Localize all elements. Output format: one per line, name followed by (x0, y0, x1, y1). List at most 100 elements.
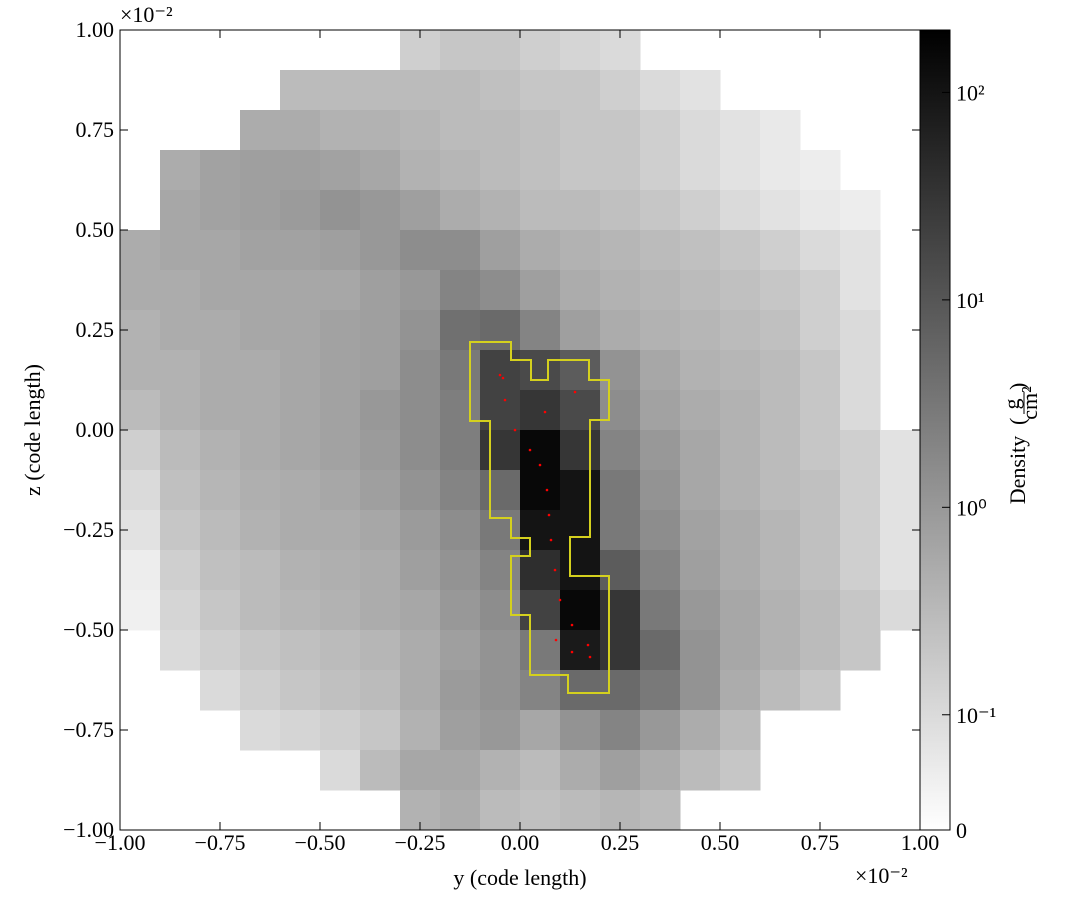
cell (440, 230, 481, 271)
unit-num: g (999, 399, 1024, 410)
cell (480, 670, 521, 711)
cell (720, 750, 761, 791)
cell (440, 630, 481, 671)
cell (840, 390, 881, 431)
cell (480, 230, 521, 271)
cell (600, 110, 641, 151)
y-tick-label: 1.00 (76, 17, 115, 42)
cell (520, 590, 561, 631)
particle (528, 448, 532, 452)
cell (640, 230, 681, 271)
cell (440, 750, 481, 791)
cell (560, 70, 601, 111)
cell (200, 350, 241, 391)
cell (280, 230, 321, 271)
cell (320, 430, 361, 471)
y-tick-label: −0.50 (63, 617, 114, 642)
cell (120, 550, 161, 591)
cell (240, 670, 281, 711)
cell (760, 230, 801, 271)
cell (360, 390, 401, 431)
cell (840, 350, 881, 391)
cell (240, 310, 281, 351)
cell (720, 630, 761, 671)
cell (200, 150, 241, 191)
cell (720, 110, 761, 151)
cell (560, 510, 601, 551)
cell (480, 350, 521, 391)
cell (640, 310, 681, 351)
y-tick-label: 0.50 (76, 217, 115, 242)
cell (320, 630, 361, 671)
cell (160, 590, 201, 631)
cell (720, 390, 761, 431)
cell (720, 550, 761, 591)
cell (560, 270, 601, 311)
cell (800, 590, 841, 631)
cell (520, 110, 561, 151)
cell (520, 270, 561, 311)
cell (480, 390, 521, 431)
cell (240, 230, 281, 271)
cell (320, 270, 361, 311)
cell (160, 430, 201, 471)
cell (560, 670, 601, 711)
cell (760, 390, 801, 431)
cell (800, 190, 841, 231)
cell (360, 630, 401, 671)
cell (560, 750, 601, 791)
cell (720, 510, 761, 551)
cell (840, 190, 881, 231)
cell (240, 470, 281, 511)
cell (520, 470, 561, 511)
cell (680, 350, 721, 391)
cell (760, 630, 801, 671)
cell (200, 550, 241, 591)
particle (513, 428, 517, 432)
cell (440, 270, 481, 311)
cell (840, 230, 881, 271)
cell (440, 710, 481, 751)
x-tick-label: 0.75 (801, 830, 840, 855)
cell (440, 70, 481, 111)
cell (120, 270, 161, 311)
cell (520, 230, 561, 271)
cell (560, 630, 601, 671)
cell (240, 550, 281, 591)
cell (600, 630, 641, 671)
cell (720, 150, 761, 191)
cell (800, 510, 841, 551)
cell (480, 310, 521, 351)
cell (400, 710, 441, 751)
cell (760, 550, 801, 591)
cell (720, 350, 761, 391)
cell (320, 110, 361, 151)
cell (640, 390, 681, 431)
cell (840, 630, 881, 671)
cell (320, 390, 361, 431)
colorbar-label: Density ( g cm² ) (999, 383, 1042, 505)
cell (440, 590, 481, 631)
y-tick-label: 0.25 (76, 317, 115, 342)
cell (760, 430, 801, 471)
cell (280, 390, 321, 431)
cell (320, 310, 361, 351)
cell (480, 630, 521, 671)
cell (760, 190, 801, 231)
cell (640, 550, 681, 591)
cell (560, 30, 601, 71)
cell (560, 310, 601, 351)
cell (200, 430, 241, 471)
cell (640, 750, 681, 791)
cell (480, 30, 521, 71)
cell (760, 310, 801, 351)
particle (553, 568, 557, 572)
cell (440, 790, 481, 831)
cell (360, 590, 401, 631)
cell (320, 510, 361, 551)
cell (440, 310, 481, 351)
cell (400, 630, 441, 671)
cell (280, 270, 321, 311)
colorbar-tick-label: 10¹ (956, 288, 985, 313)
x-tick-label: −0.75 (195, 830, 246, 855)
